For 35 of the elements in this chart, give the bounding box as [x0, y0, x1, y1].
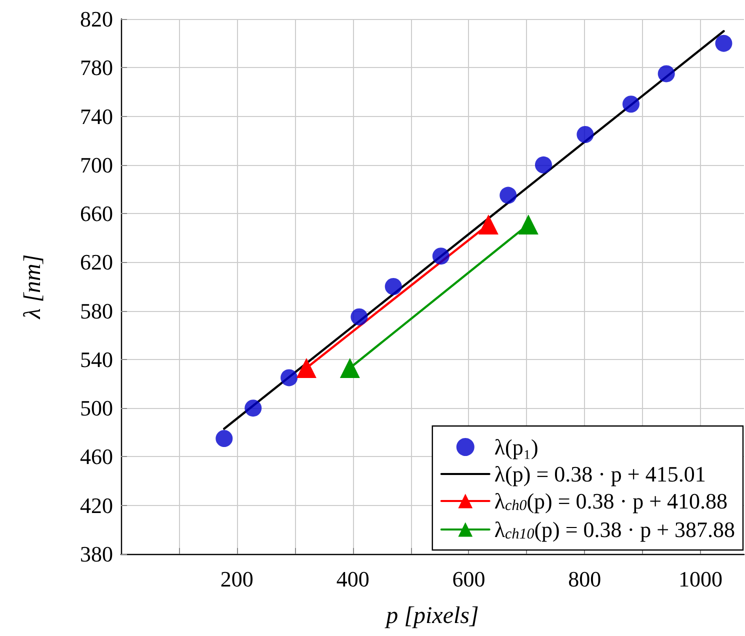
x-tick-label: 400 — [336, 566, 370, 592]
x-tick-label: 200 — [220, 566, 254, 592]
point — [622, 96, 640, 113]
y-axis-title: λ [nm] — [20, 254, 46, 320]
y-tick-label: 500 — [80, 396, 113, 421]
y-tick-label: 380 — [80, 542, 113, 566]
point — [658, 65, 675, 82]
point — [500, 186, 517, 204]
x-axis-title: p [pixels] — [384, 603, 479, 629]
legend-label: λch10(p) = 0.38 · p + 387.88 — [494, 517, 736, 542]
point — [216, 430, 233, 447]
y-tick-label: 540 — [80, 346, 113, 372]
legend-label: λch0(p) = 0.38 · p + 410.88 — [494, 488, 728, 514]
y-tick-label: 420 — [80, 492, 113, 518]
point — [384, 278, 402, 295]
x-tick-label: 800 — [568, 566, 602, 592]
x-tick-label: 600 — [452, 566, 486, 592]
y-tick-label: 820 — [80, 6, 113, 32]
y-tick-label: 660 — [80, 201, 113, 226]
point — [432, 248, 450, 265]
y-tick-label: 740 — [80, 104, 113, 129]
x-tick-label: 1000 — [678, 566, 723, 592]
point — [244, 400, 262, 417]
legend-label: λ(p) = 0.38 · p + 415.01 — [494, 462, 706, 486]
point — [535, 156, 552, 174]
point — [576, 126, 594, 144]
y-tick-label: 780 — [80, 55, 113, 80]
legend-label: λ(p₁) — [494, 434, 538, 460]
y-tick-label: 460 — [80, 444, 113, 470]
point — [715, 34, 732, 52]
point — [350, 308, 368, 326]
y-tick-label: 580 — [80, 298, 113, 324]
point — [280, 369, 298, 386]
y-tick-label: 620 — [80, 250, 113, 275]
y-tick-label: 700 — [80, 152, 113, 178]
